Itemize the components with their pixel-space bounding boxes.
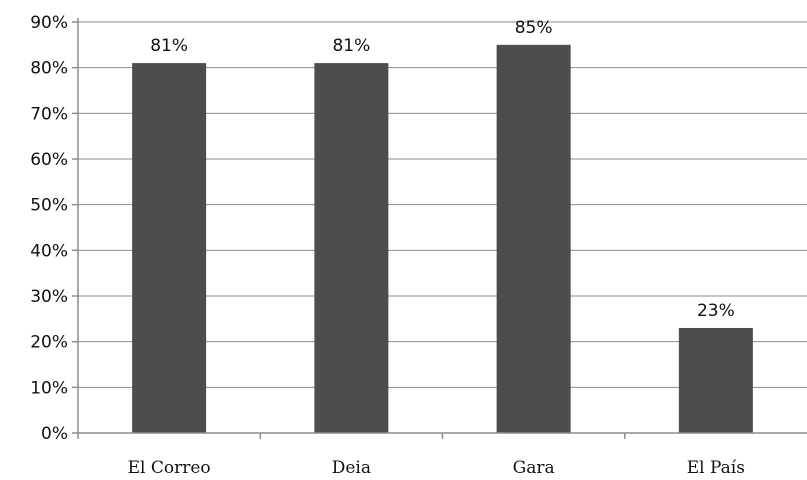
bar — [314, 63, 389, 433]
labels: 0% 10% 20% 30% 40% 50% 60% 70% 80% 90% 81% El Corre… — [30, 13, 745, 478]
data-label: 85% — [515, 18, 553, 38]
x-tick-label: El País — [687, 458, 745, 478]
y-tick-label: 10% — [30, 378, 68, 398]
y-tick-label: 70% — [30, 104, 68, 124]
data-label: 23% — [697, 301, 735, 321]
y-tick-label: 80% — [30, 59, 68, 79]
bar — [496, 44, 571, 433]
x-tick-label: Gara — [513, 458, 555, 478]
data-label: 81% — [150, 36, 188, 56]
axes — [72, 18, 807, 439]
x-tick-label: El Correo — [128, 458, 211, 478]
bar — [678, 327, 753, 433]
bar — [132, 63, 207, 433]
y-tick-label: 40% — [30, 241, 68, 261]
y-tick-label: 60% — [30, 150, 68, 170]
y-tick-label: 90% — [30, 13, 68, 33]
x-tick-label: Deia — [332, 458, 371, 478]
y-tick-label: 50% — [30, 196, 68, 216]
y-tick-label: 0% — [41, 424, 68, 444]
y-tick-label: 30% — [30, 287, 68, 307]
bars — [132, 44, 753, 433]
data-label: 81% — [332, 36, 370, 56]
y-tick-label: 20% — [30, 333, 68, 353]
